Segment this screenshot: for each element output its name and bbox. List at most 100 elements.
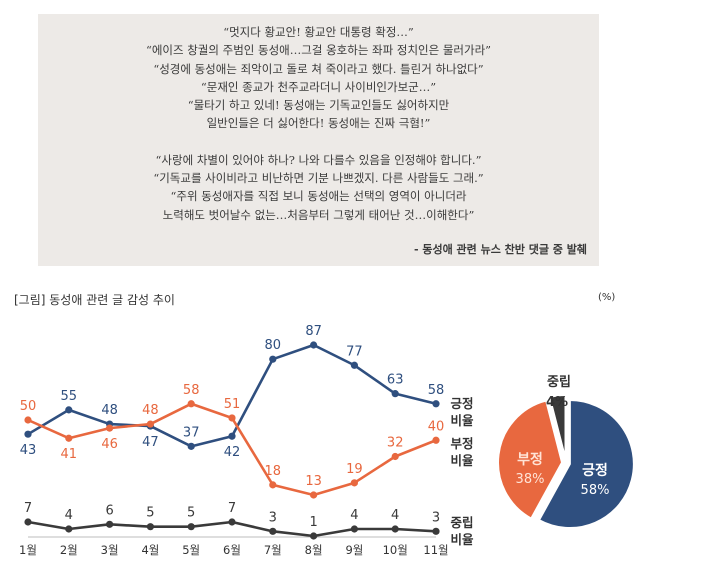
- data-point-negative: [228, 414, 236, 422]
- data-label-positive: 55: [61, 389, 78, 404]
- data-point-negative: [65, 434, 73, 442]
- pie-slice-positive: [537, 398, 635, 529]
- data-label-neutral: 3: [432, 510, 440, 525]
- data-point-positive: [24, 430, 32, 438]
- data-point-negative: [106, 424, 114, 432]
- x-tick-label: 7월: [264, 543, 282, 557]
- data-label-neutral: 7: [24, 501, 32, 516]
- legend-positive: 비율: [450, 413, 474, 428]
- data-label-positive: 37: [183, 425, 200, 440]
- data-point-negative: [146, 420, 154, 428]
- x-tick-label: 3월: [101, 543, 119, 557]
- data-point-neutral: [106, 520, 114, 528]
- data-point-negative: [187, 400, 195, 408]
- data-label-negative: 58: [183, 383, 200, 398]
- data-label-negative: 50: [20, 399, 37, 414]
- data-label-negative: 19: [346, 462, 363, 477]
- data-label-negative: 13: [305, 474, 322, 489]
- data-point-neutral: [432, 527, 440, 535]
- data-point-neutral: [310, 532, 318, 540]
- data-label-neutral: 1: [309, 515, 317, 530]
- negative-quote: “성경에 동성애는 죄악이고 돌로 쳐 죽이라고 했다. 틀린거 하나없다”: [153, 61, 484, 76]
- negative-quote: “멋지다 황교안! 황교안 대통령 확정…”: [223, 25, 414, 39]
- data-label-neutral: 3: [269, 510, 277, 525]
- data-point-neutral: [24, 518, 32, 526]
- data-label-positive: 43: [20, 443, 37, 458]
- legend-neutral: 중립: [450, 515, 473, 530]
- data-label-positive: 47: [142, 435, 159, 450]
- data-label-positive: 63: [387, 373, 404, 388]
- data-label-neutral: 7: [228, 501, 236, 516]
- x-tick-label: 8월: [305, 543, 323, 557]
- data-point-negative: [24, 416, 32, 424]
- x-tick-label: 9월: [345, 543, 363, 557]
- data-label-negative: 46: [101, 437, 118, 452]
- legend-negative: 비율: [450, 453, 474, 468]
- data-point-neutral: [350, 525, 358, 533]
- negative-quote: “문재인 종교가 천주교라더니 사이비인가보군…”: [200, 79, 437, 94]
- data-point-positive: [432, 400, 440, 408]
- data-label-negative: 41: [61, 447, 78, 462]
- data-label-negative: 32: [387, 435, 404, 450]
- pie-label-positive: 긍정: [582, 462, 608, 479]
- x-tick-label: 10월: [383, 543, 408, 557]
- positive-quote: “주위 동성애자를 직접 보니 동성애는 선택의 영역이 아니더라: [170, 189, 467, 204]
- x-tick-label: 2월: [60, 543, 78, 557]
- quote-box: “멋지다 황교안! 황교안 대통령 확정…” “에이즈 창궐의 주범인 동성애……: [38, 14, 599, 266]
- data-point-neutral: [187, 523, 195, 531]
- data-label-negative: 18: [265, 464, 282, 479]
- data-label-negative: 48: [142, 403, 159, 418]
- quote-source: - 동성애 관련 뉴스 찬반 댓글 중 발췌: [413, 243, 587, 256]
- data-point-positive: [391, 390, 399, 398]
- unit-label: (%): [598, 292, 616, 303]
- pie-slice-neutral: [548, 394, 567, 460]
- data-label-neutral: 4: [350, 508, 358, 523]
- data-point-neutral: [65, 525, 73, 533]
- pie-value-negative: 38%: [516, 472, 545, 487]
- x-tick-label: 4월: [141, 543, 159, 557]
- data-point-positive: [65, 406, 73, 414]
- figure-title: [그림] 동성애 관련 글 감성 추이: [14, 293, 175, 307]
- data-point-negative: [432, 436, 440, 444]
- data-point-negative: [269, 481, 277, 489]
- negative-quote: 일반인들은 더 싫어한다! 동성애는 진짜 극혐!”: [206, 116, 431, 131]
- legend-positive: 긍정: [450, 396, 473, 411]
- data-label-positive: 48: [101, 403, 118, 418]
- data-label-positive: 77: [346, 344, 363, 359]
- data-label-neutral: 6: [105, 503, 113, 518]
- data-point-negative: [391, 452, 399, 461]
- positive-quote: 노력해도 벗어날수 없는…처음부터 그렇게 태어난 것…이해한다”: [162, 207, 475, 222]
- x-tick-label: 5월: [182, 543, 200, 557]
- data-point-positive: [187, 442, 195, 450]
- pie-value-positive: 58%: [581, 483, 610, 498]
- data-point-negative: [350, 479, 358, 487]
- data-label-positive: 87: [305, 324, 322, 339]
- pie-value-neutral: 4%: [546, 395, 568, 410]
- series-line-positive: [27, 343, 437, 448]
- data-label-positive: 80: [265, 338, 282, 353]
- data-label-neutral: 4: [391, 508, 399, 523]
- pie-slice-negative: [497, 399, 564, 520]
- data-point-neutral: [269, 527, 277, 535]
- positive-quote: “사랑에 차별이 있어야 하나? 나와 다를수 있음을 인정해야 합니다.”: [155, 152, 482, 167]
- data-point-neutral: [391, 525, 399, 533]
- data-label-positive: 58: [428, 383, 445, 398]
- legend-negative: 부정: [450, 436, 473, 451]
- x-tick-label: 6월: [223, 543, 241, 557]
- data-label-negative: 40: [428, 419, 445, 434]
- data-label-neutral: 4: [65, 508, 73, 523]
- negative-quote: “물타기 하고 있네! 동성애는 기독교인들도 싫어하지만: [187, 98, 450, 113]
- data-point-positive: [310, 341, 318, 349]
- data-label-neutral: 5: [187, 506, 195, 521]
- data-point-positive: [228, 432, 236, 440]
- data-point-negative: [310, 491, 318, 499]
- pie-label-negative: 부정: [517, 451, 543, 468]
- positive-quote: “기독교를 사이비라고 비난하면 기분 나쁘겠지. 다른 사람들도 그래.”: [153, 171, 484, 186]
- x-tick-label: 1월: [19, 543, 37, 557]
- legend-neutral: 비율: [450, 532, 474, 547]
- data-point-neutral: [146, 523, 154, 531]
- negative-quote: “에이즈 창궐의 주범인 동성애…그걸 옹호하는 좌파 정치인은 물러가라”: [145, 43, 492, 58]
- data-point-positive: [269, 355, 277, 363]
- quotes: “멋지다 황교안! 황교안 대통령 확정…” “에이즈 창궐의 주범인 동성애……: [38, 23, 599, 224]
